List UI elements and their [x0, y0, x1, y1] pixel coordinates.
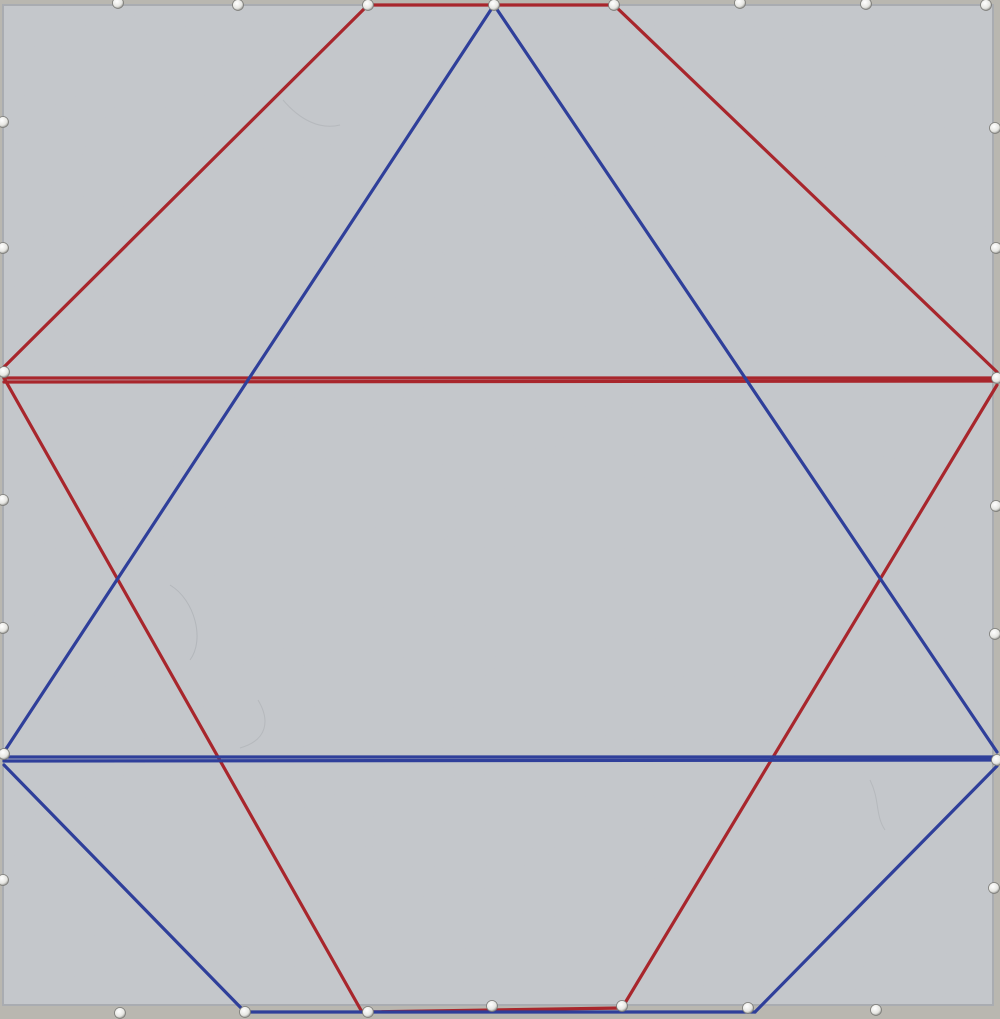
- red-thread: [2, 376, 364, 1014]
- pin: [486, 1000, 498, 1012]
- red-thread: [620, 383, 999, 1010]
- pin: [616, 1000, 628, 1012]
- paper-sheet: [3, 5, 993, 1005]
- pin: [991, 754, 1000, 766]
- pin: [989, 628, 1000, 640]
- pin: [488, 0, 500, 11]
- pin: [860, 0, 872, 10]
- red-thread: [612, 3, 999, 374]
- thread-lines: [2, 3, 999, 1014]
- pin: [870, 1004, 882, 1016]
- paper-crease: [282, 99, 341, 127]
- pin: [0, 748, 10, 760]
- pin: [742, 1002, 754, 1014]
- pin: [362, 0, 374, 11]
- pin: [991, 372, 1000, 384]
- blue-thread: [2, 763, 247, 1014]
- red-thread: [2, 3, 370, 369]
- pin: [988, 882, 1000, 894]
- pin: [734, 0, 746, 9]
- blue-thread: [2, 758, 999, 763]
- pin: [112, 0, 124, 9]
- pin: [0, 494, 9, 506]
- pin: [990, 242, 1000, 254]
- paper-crease: [869, 779, 886, 831]
- pin: [0, 366, 10, 378]
- pin: [0, 242, 9, 254]
- pin: [232, 0, 244, 11]
- blue-thread: [753, 764, 999, 1014]
- pin: [114, 1007, 126, 1019]
- pin: [0, 874, 9, 886]
- pin: [0, 116, 9, 128]
- paper-crease: [169, 584, 198, 661]
- paper-crease: [239, 699, 266, 749]
- pin: [608, 0, 620, 11]
- blue-thread: [492, 3, 999, 754]
- pin: [362, 1006, 374, 1018]
- red-thread: [2, 379, 999, 384]
- pin: [990, 500, 1000, 512]
- pin: [0, 622, 9, 634]
- pin: [980, 0, 992, 11]
- blue-thread: [2, 3, 496, 754]
- pin: [239, 1006, 251, 1018]
- pin: [989, 122, 1000, 134]
